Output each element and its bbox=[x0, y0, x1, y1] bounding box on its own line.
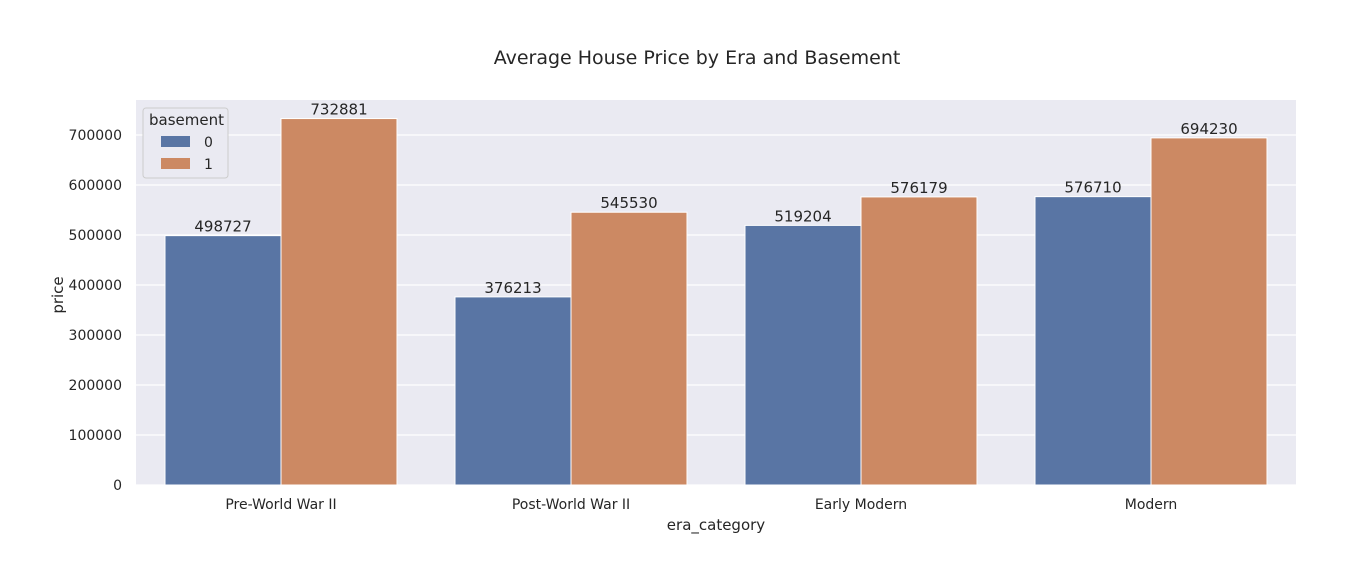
bar-value-label: 576179 bbox=[890, 179, 947, 197]
legend: basement 01 bbox=[142, 107, 229, 179]
x-tick-label: Post-World War II bbox=[512, 497, 630, 513]
bar bbox=[860, 196, 978, 486]
chart-title: Average House Price by Era and Basement bbox=[494, 47, 901, 69]
legend-label: 1 bbox=[204, 157, 213, 173]
bar-value-label: 545530 bbox=[600, 194, 657, 212]
x-tick-label: Early Modern bbox=[815, 497, 907, 513]
y-axis-ticks: 0 100000 200000 300000 400000 500000 600000 700… bbox=[69, 128, 122, 494]
legend-swatch bbox=[161, 158, 190, 169]
bar-value-label: 498727 bbox=[194, 218, 251, 236]
legend-swatch bbox=[161, 136, 190, 147]
y-axis-label: price bbox=[49, 276, 67, 313]
bar bbox=[164, 235, 282, 486]
x-axis-label: era_category bbox=[667, 516, 766, 535]
y-tick-label: 600000 bbox=[69, 178, 122, 194]
legend-label: 0 bbox=[204, 135, 213, 151]
legend-items: 01 bbox=[161, 135, 213, 173]
bar-value-label: 519204 bbox=[774, 207, 831, 225]
bar bbox=[744, 224, 862, 486]
bar bbox=[1150, 137, 1268, 486]
y-tick-label: 100000 bbox=[69, 428, 122, 444]
x-tick-label: Modern bbox=[1125, 497, 1178, 513]
legend-title: basement bbox=[149, 111, 224, 129]
y-tick-label: 400000 bbox=[69, 278, 122, 294]
bar-value-label: 376213 bbox=[484, 279, 541, 297]
bar-labels: 498727 732881 376213 545530 519204 576179 5767… bbox=[194, 101, 1237, 297]
bars bbox=[164, 118, 1268, 486]
y-tick-label: 500000 bbox=[69, 228, 122, 244]
bar-value-label: 694230 bbox=[1180, 120, 1237, 138]
y-tick-label: 200000 bbox=[69, 378, 122, 394]
x-tick-label: Pre-World War II bbox=[225, 497, 336, 513]
bar bbox=[1034, 196, 1152, 486]
y-tick-label: 0 bbox=[113, 478, 122, 494]
y-tick-label: 700000 bbox=[69, 128, 122, 144]
y-tick-label: 300000 bbox=[69, 328, 122, 344]
bar-value-label: 576710 bbox=[1064, 179, 1121, 197]
bar bbox=[570, 211, 688, 486]
bar bbox=[280, 118, 398, 486]
bar bbox=[454, 296, 572, 486]
bar-value-label: 732881 bbox=[310, 101, 367, 119]
x-axis-ticks: Pre-World War II Post-World War II Early M… bbox=[225, 497, 1177, 513]
